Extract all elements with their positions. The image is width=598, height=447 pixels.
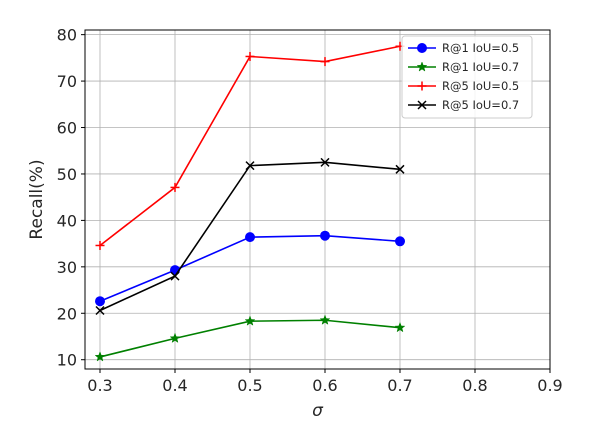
legend-marker [416,61,428,72]
series-4-point [395,164,405,174]
y-axis-ticks: 10 20 30 40 50 60 70 80 [57,26,85,370]
x-axis-ticks: 0.3 0.4 0.5 0.6 0.7 0.8 0.9 [87,369,563,395]
x-marker-b [417,100,427,110]
series-2 [94,314,406,362]
x-marker-b [245,161,255,171]
legend-marker [417,100,427,110]
y-tick-label: 60 [57,119,77,138]
legend-frame [401,35,533,119]
series-3-point [95,240,105,250]
y-axis-title: Recall(%) [27,159,47,239]
series-1-point [395,236,405,247]
series-3-point [170,182,180,192]
series-2-point [169,332,181,343]
x-marker-b [320,157,330,167]
legend-marker [417,81,427,91]
legend-item: R@5 IoU=0.7 [408,98,519,112]
x-tick-label: 0.3 [87,376,112,395]
series-1-point [320,230,330,241]
series-2-point [94,351,106,362]
legend-label: R@1 IoU=0.7 [442,60,519,74]
series-4-point [245,161,255,171]
y-tick-label: 80 [57,26,77,45]
series-2-point [394,321,406,333]
x-marker-b [395,164,405,174]
y-tick-label: 50 [57,165,77,184]
series-3-point [245,51,255,61]
series-4-point [320,157,330,167]
x-tick-label: 0.9 [537,376,562,395]
legend-label: R@5 IoU=0.7 [442,98,519,112]
series-3-point [320,57,330,67]
x-axis-title: σ [312,401,324,421]
legend-item: R@5 IoU=0.5 [408,79,519,93]
y-tick-label: 10 [57,351,77,370]
x-tick-label: 0.8 [462,376,487,395]
x-marker-b [170,271,180,281]
legend-item: R@1 IoU=0.5 [408,41,519,55]
x-marker-b [95,305,105,316]
legend-marker [417,43,427,53]
y-tick-label: 70 [57,72,77,91]
y-tick-label: 20 [57,304,77,323]
legend: R@1 IoU=0.5 R@1 IoU=0.7 R@5 IoU=0.5 R@5 IoU… [401,35,533,119]
series-1 [95,230,405,307]
series-2-point [319,314,331,325]
series-2-point [244,315,256,326]
y-tick-label: 30 [57,258,77,277]
series-1-point [245,232,255,243]
series-3 [95,41,405,250]
x-tick-label: 0.7 [387,376,412,395]
legend-item: R@1 IoU=0.7 [408,60,519,74]
series-4 [95,157,405,316]
x-tick-label: 0.4 [162,376,187,395]
y-tick-label: 40 [57,211,77,230]
series-4-point [170,271,180,281]
series-lines [94,41,406,362]
legend-label: R@5 IoU=0.5 [442,79,519,93]
x-tick-label: 0.5 [237,376,262,395]
series-4-point [95,305,105,316]
plot-frame [84,29,551,370]
x-tick-label: 0.6 [312,376,337,395]
series-1-point [95,296,105,307]
legend-label: R@1 IoU=0.5 [442,41,519,55]
